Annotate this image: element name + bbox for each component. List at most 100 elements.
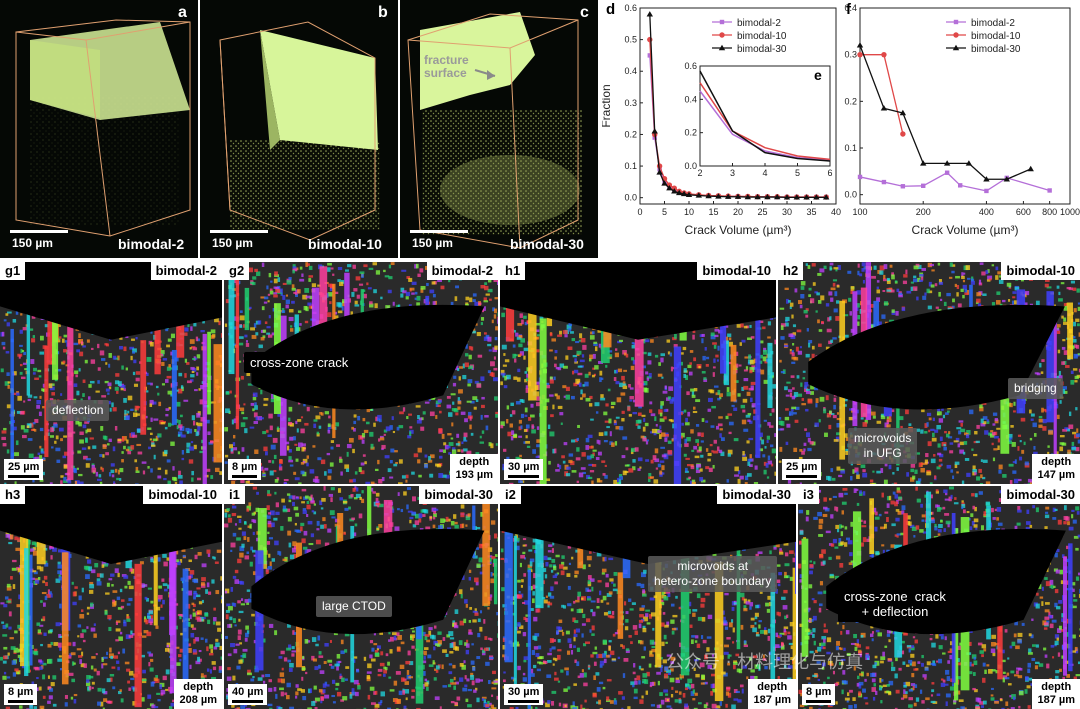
grain [943,446,947,451]
grain [1010,425,1014,428]
grain [856,474,860,479]
grain [825,395,829,401]
grain [750,336,755,339]
grain [650,459,654,464]
grain [884,463,888,467]
grain [760,369,765,375]
grain [744,356,749,359]
grain [767,455,771,461]
grain [246,372,251,377]
grain [304,320,309,324]
grain [464,362,469,368]
grain [1072,336,1076,339]
grain [588,463,594,467]
grain [597,329,602,333]
grain [72,465,75,470]
grain [33,571,38,575]
grain [996,291,1001,295]
coarse-grain [1067,302,1073,360]
grain [766,440,769,444]
grain [6,449,10,454]
grain [585,397,591,402]
grain [592,367,596,370]
coarse-grain [10,328,14,475]
grain [305,306,309,312]
grain [47,643,52,648]
grain [457,449,461,452]
grain [807,447,812,452]
grain [1017,446,1020,451]
grain [596,439,599,444]
grain [86,428,92,433]
grain [673,344,678,348]
grain [192,347,198,351]
grain [398,482,403,484]
grain [1062,386,1068,390]
grain [521,319,524,325]
grain [515,401,521,405]
grain [536,439,542,443]
grain [354,471,358,475]
grain [590,454,595,459]
grain [961,275,965,280]
legend-marker [952,44,960,51]
grain [14,452,20,457]
grain [81,651,84,657]
grain [548,460,551,465]
grain [151,442,155,447]
grain [123,397,127,403]
grain [683,453,687,457]
grain [230,449,234,454]
grain [946,464,952,469]
grain [502,467,505,471]
grain [99,481,103,484]
grain [34,648,38,653]
grain [126,618,131,622]
grain [117,381,122,387]
grain [86,339,90,343]
grain [193,638,196,644]
grain [123,387,126,392]
grain [21,350,25,353]
grain [253,323,257,328]
grain [287,445,290,451]
grain [962,284,967,290]
grain [1056,414,1060,420]
grain [277,277,281,282]
grain [125,634,131,640]
grain [684,438,688,444]
grain [32,372,36,375]
grain [468,346,472,350]
grain [245,342,250,347]
grain [193,322,197,327]
grain [886,418,892,423]
grain [824,432,828,437]
grain [157,392,160,396]
legend-marker [953,32,959,38]
grain [1071,446,1077,451]
grain [877,321,882,326]
grain [554,393,558,397]
grain [186,362,190,365]
grain [779,446,783,452]
grain [819,396,825,402]
grain [651,428,657,434]
grain [500,369,505,375]
grain [339,456,342,460]
grain [634,447,639,452]
grain [168,706,173,709]
grain [726,392,732,397]
grain [584,373,589,378]
grain [954,283,957,288]
grain [964,288,968,293]
grain [577,365,583,368]
grain [368,267,374,270]
grain [41,457,46,461]
grain [686,477,690,481]
data-point [671,188,678,194]
grain [553,376,556,381]
panel-letter: f [846,1,852,18]
ebsd-map [500,262,776,484]
grain [417,273,421,277]
y-tick-label: 0.0 [844,190,857,200]
